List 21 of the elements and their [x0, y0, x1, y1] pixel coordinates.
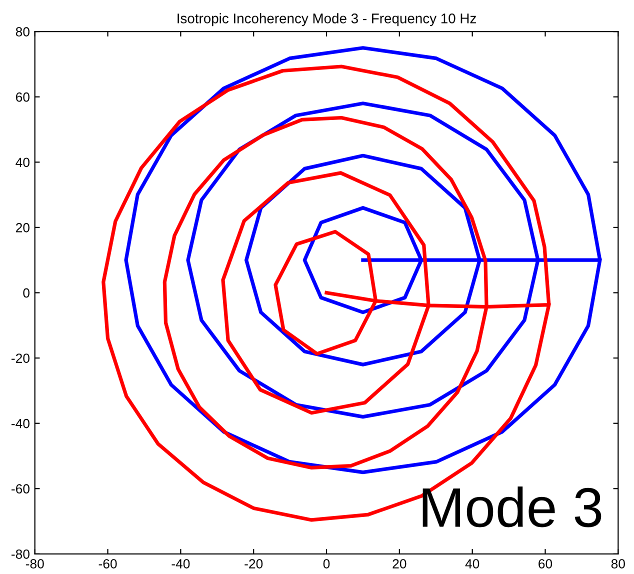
y-tick-label: 60: [16, 92, 30, 102]
x-tick-label: -20: [244, 559, 263, 568]
y-tick-label: -80: [12, 549, 30, 559]
y-tick-label: 40: [16, 158, 30, 168]
y-tick-label: -40: [12, 418, 30, 428]
y-tick-label: -60: [12, 484, 30, 494]
y-tick-label: 80: [16, 27, 30, 36]
x-tick-label: 20: [392, 559, 406, 568]
x-tick-label: 0: [323, 559, 330, 568]
x-tick-label: 40: [465, 559, 480, 568]
x-tick-label: 60: [538, 559, 552, 568]
x-tick-label: 80: [611, 559, 625, 568]
annotation: Mode 3: [422, 486, 602, 528]
x-tick-label: -60: [98, 559, 117, 568]
x-tick-label: -40: [172, 559, 190, 568]
y-tick-label: 0: [23, 288, 30, 298]
chart-title: Isotropic Incoherency Mode 3 - Frequency 10 Hz: [178, 13, 476, 26]
y-tick-label: 20: [16, 223, 30, 232]
y-tick-label: -20: [12, 354, 30, 363]
line-series: [124, 46, 602, 474]
x-tick-label: -80: [26, 559, 44, 568]
